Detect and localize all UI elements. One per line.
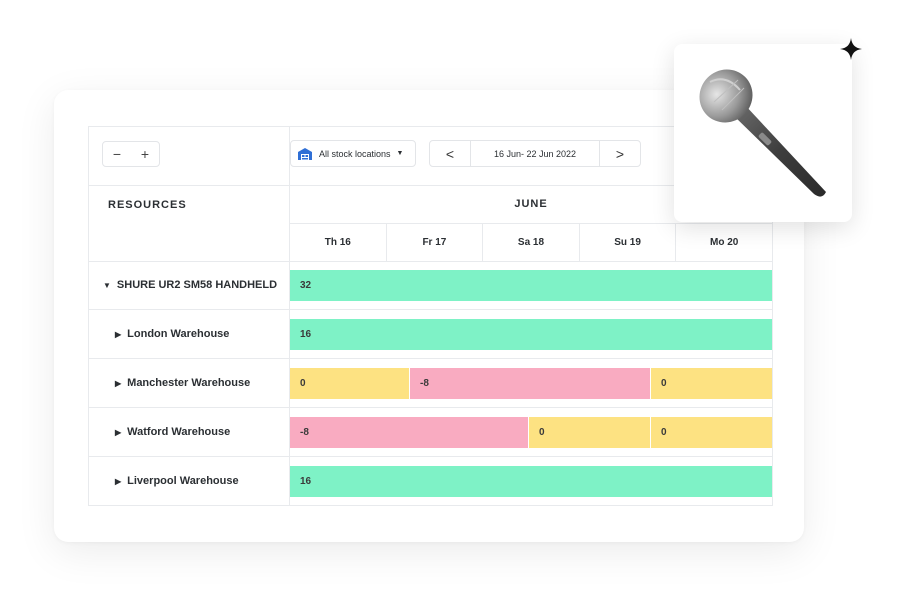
- availability-row: 32: [290, 261, 772, 310]
- availability-row: 0 -8 0: [290, 359, 772, 408]
- next-week-button[interactable]: >: [599, 141, 640, 166]
- availability-bar[interactable]: 0: [651, 417, 772, 448]
- availability-bar[interactable]: 16: [290, 319, 772, 350]
- product-image-card: [674, 44, 852, 222]
- stock-location-select[interactable]: All stock locations ▼: [290, 140, 416, 167]
- resource-row-watford[interactable]: ▶ Watford Warehouse: [89, 408, 315, 457]
- resource-name: Manchester Warehouse: [127, 377, 251, 389]
- caret-right-icon[interactable]: ▶: [115, 476, 122, 486]
- sparkle-icon: [840, 38, 862, 60]
- resource-name: London Warehouse: [127, 328, 230, 340]
- zoom-control: − +: [102, 141, 160, 167]
- day-header: Sa 18: [483, 223, 580, 261]
- warehouse-icon: [298, 147, 312, 160]
- shortage-bar[interactable]: -8: [290, 417, 528, 448]
- date-navigator: < 16 Jun- 22 Jun 2022 >: [429, 140, 641, 167]
- resource-row-london[interactable]: ▶ London Warehouse: [89, 310, 315, 359]
- availability-bar[interactable]: 16: [290, 466, 772, 497]
- resource-row-liverpool[interactable]: ▶ Liverpool Warehouse: [89, 457, 315, 505]
- chevron-down-icon: ▼: [396, 150, 404, 157]
- day-header: Su 19: [580, 223, 677, 261]
- availability-row: -8 0 0: [290, 408, 772, 457]
- microphone-icon: [699, 69, 826, 197]
- caret-right-icon[interactable]: ▶: [115, 427, 122, 437]
- zoom-toolbar: − +: [89, 127, 289, 186]
- stock-location-value: All stock locations: [319, 148, 391, 159]
- prev-week-button[interactable]: <: [430, 141, 471, 166]
- resource-name: Liverpool Warehouse: [127, 475, 239, 487]
- zoom-in-button[interactable]: +: [140, 146, 150, 162]
- caret-right-icon[interactable]: ▶: [115, 378, 122, 388]
- timeline-area: All stock locations ▼ < 16 Jun- 22 Jun 2…: [290, 127, 772, 505]
- resources-column: − + RESOURCES ▼ SHURE UR2 SM58 HANDHELD …: [89, 127, 315, 505]
- resources-header: RESOURCES: [89, 185, 289, 262]
- availability-row: 16: [290, 457, 772, 505]
- availability-bar[interactable]: 32: [290, 270, 772, 301]
- availability-row: 16: [290, 310, 772, 359]
- resources-header-label: RESOURCES: [108, 199, 187, 211]
- day-header: Fr 17: [387, 223, 484, 261]
- availability-bar[interactable]: 0: [529, 417, 650, 448]
- month-header: JUNE: [290, 185, 772, 224]
- timeline-toolbar: All stock locations ▼ < 16 Jun- 22 Jun 2…: [290, 127, 772, 186]
- availability-grid: − + RESOURCES ▼ SHURE UR2 SM58 HANDHELD …: [88, 126, 773, 506]
- resource-row-manchester[interactable]: ▶ Manchester Warehouse: [89, 359, 315, 408]
- days-header: Th 16 Fr 17 Sa 18 Su 19 Mo 20: [290, 223, 772, 262]
- shortage-bar[interactable]: -8: [410, 368, 650, 399]
- resource-row-product[interactable]: ▼ SHURE UR2 SM58 HANDHELD: [89, 261, 303, 310]
- resource-name: Watford Warehouse: [127, 426, 231, 438]
- zoom-out-button[interactable]: −: [112, 146, 122, 162]
- day-header: Th 16: [290, 223, 387, 261]
- date-range-label[interactable]: 16 Jun- 22 Jun 2022: [493, 148, 577, 159]
- availability-bar[interactable]: 0: [651, 368, 772, 399]
- caret-down-icon[interactable]: ▼: [103, 280, 111, 290]
- day-header: Mo 20: [710, 236, 739, 248]
- resource-name: SHURE UR2 SM58 HANDHELD: [116, 279, 278, 291]
- availability-bar[interactable]: 0: [290, 368, 409, 399]
- caret-right-icon[interactable]: ▶: [115, 329, 122, 339]
